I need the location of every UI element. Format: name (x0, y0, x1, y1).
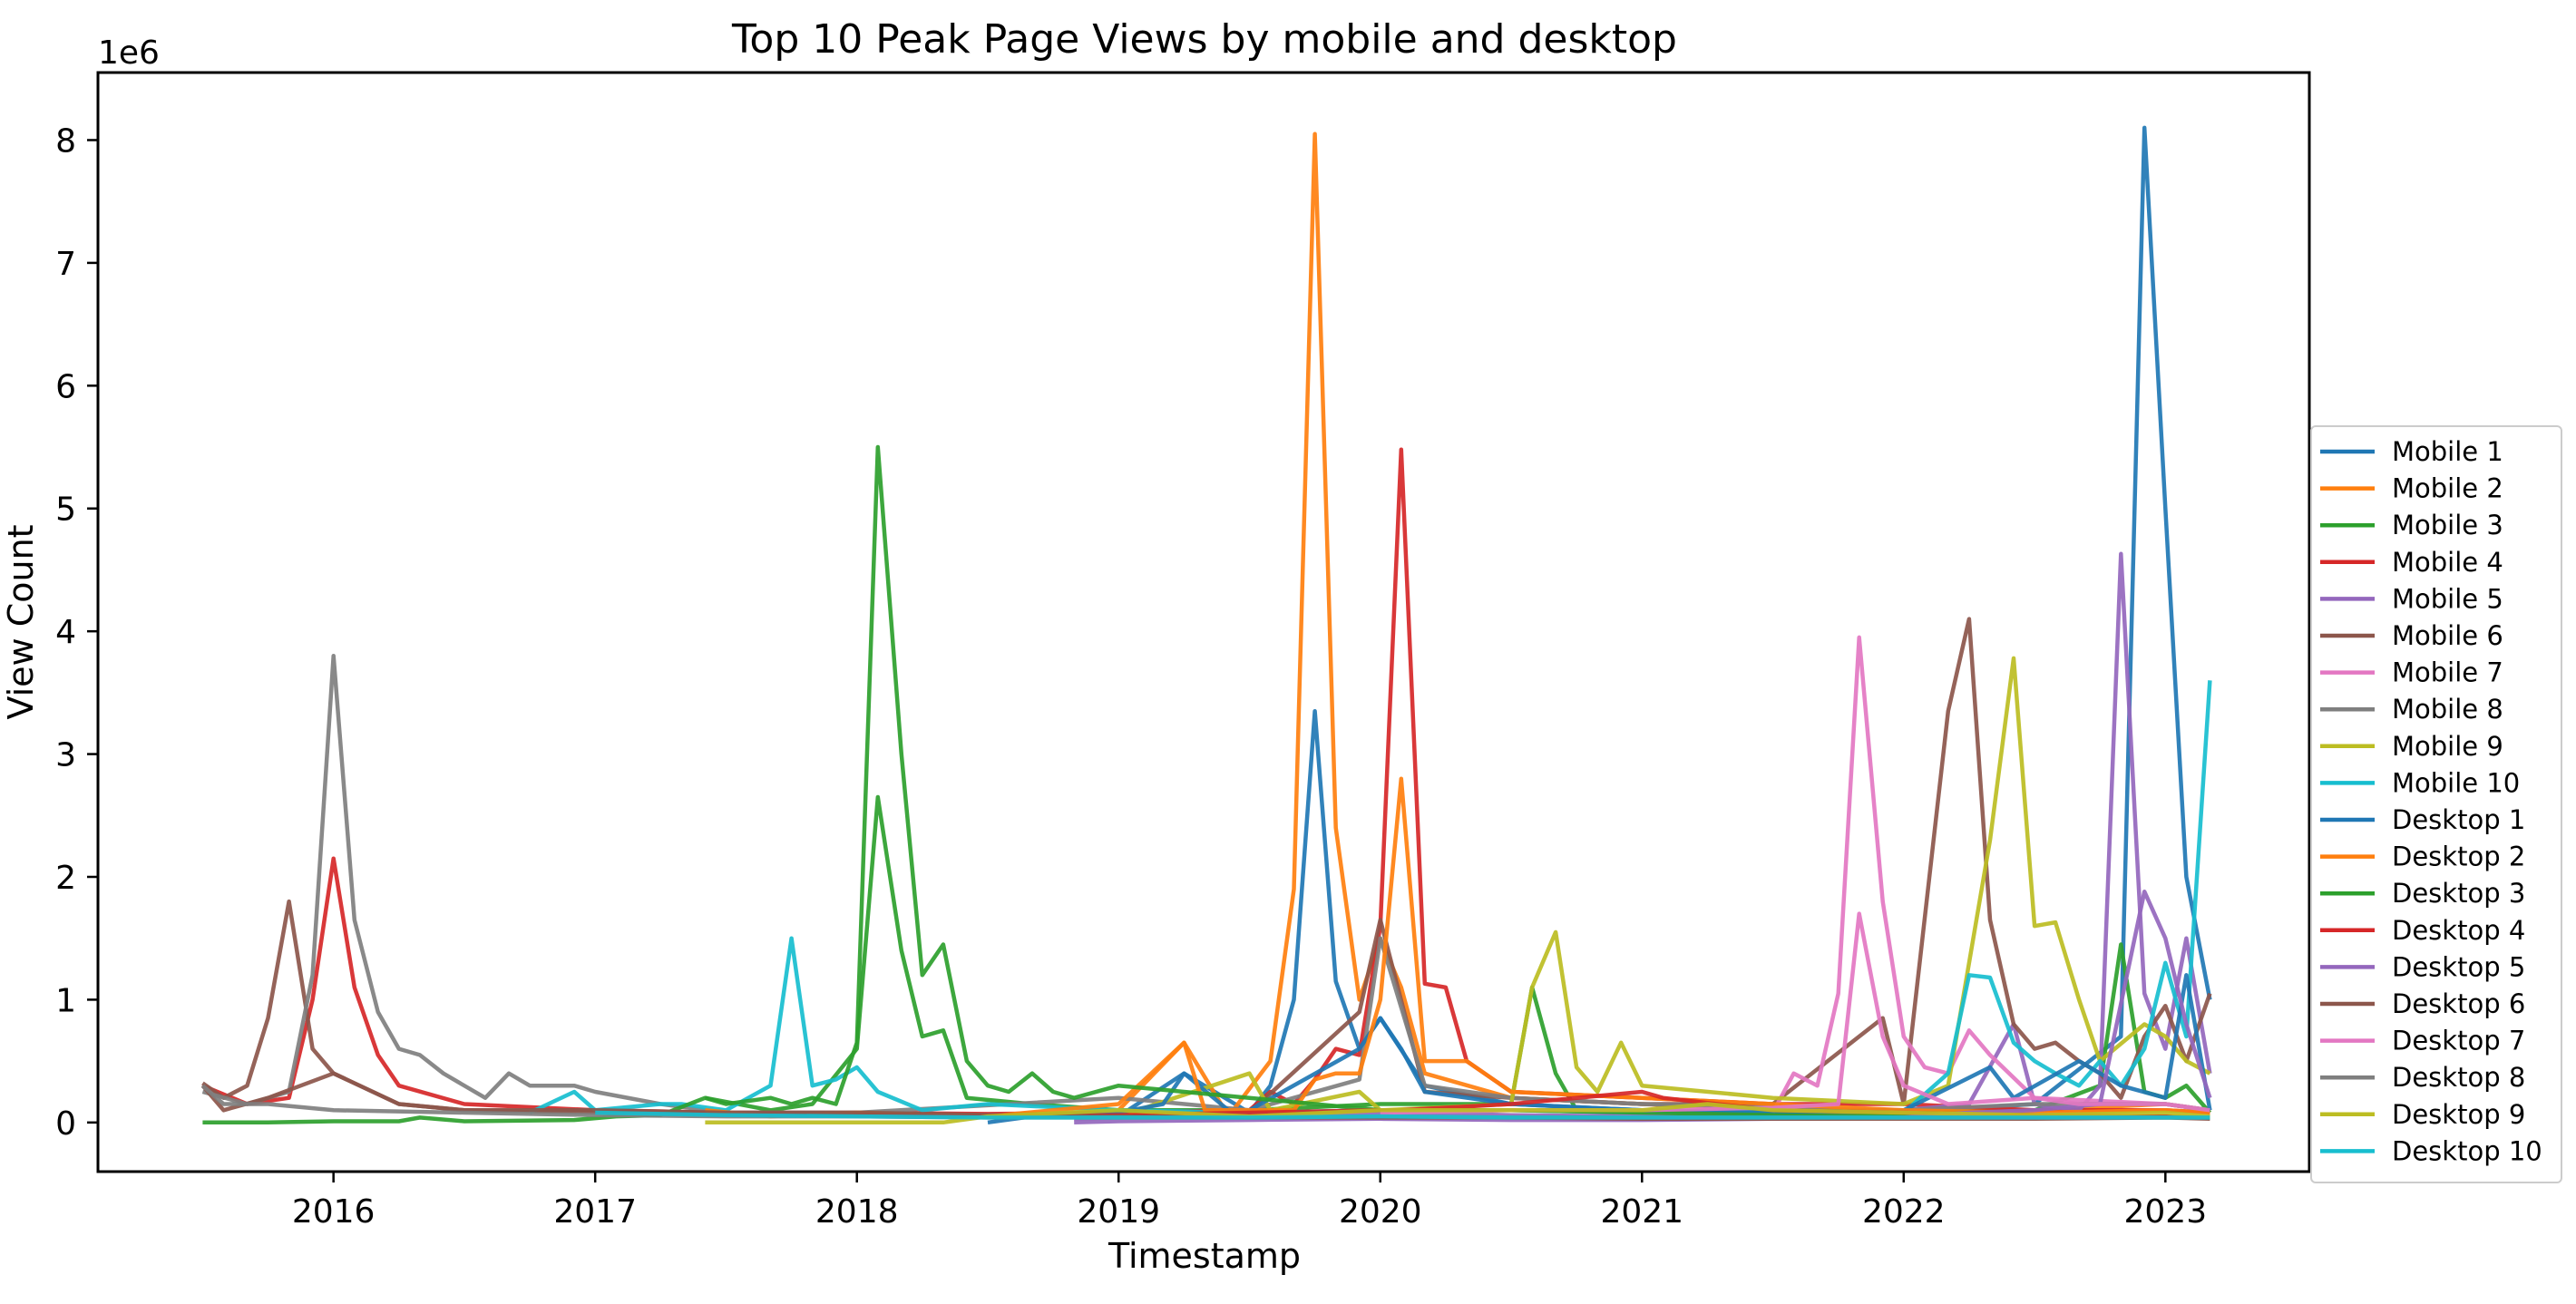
series-line-mobile-2 (1117, 131, 2210, 1119)
legend-label: Mobile 2 (2392, 473, 2503, 504)
series-line-mobile-8 (201, 653, 2210, 1115)
y-tick-label: 5 (55, 491, 76, 529)
series-line-mobile-5 (1074, 551, 2212, 1122)
y-tick-label: 0 (55, 1105, 76, 1143)
series-line-mobile-4 (201, 447, 2210, 1116)
x-axis-label: Timestamp (1107, 1236, 1301, 1276)
legend-label: Mobile 9 (2392, 731, 2503, 762)
x-tick-label: 2021 (1600, 1193, 1683, 1231)
y-tick-label: 3 (55, 737, 76, 774)
x-tick-label: 2022 (1862, 1193, 1946, 1231)
legend-label: Mobile 6 (2392, 620, 2503, 651)
y-tick-label: 6 (55, 368, 76, 405)
y-axis-multiplier: 1e6 (98, 34, 160, 72)
x-tick-label: 2023 (2124, 1193, 2208, 1231)
x-tick-label: 2019 (1077, 1193, 1160, 1231)
y-tick-label: 8 (55, 122, 76, 160)
legend-label: Desktop 2 (2392, 842, 2525, 872)
legend-label: Desktop 10 (2392, 1135, 2542, 1166)
series-line-desktop-1 (987, 973, 2212, 1125)
legend-label: Desktop 3 (2392, 878, 2525, 909)
chart-title: Top 10 Peak Page Views by mobile and des… (731, 16, 1677, 63)
series-layer (200, 125, 2212, 1125)
legend-label: Mobile 4 (2392, 547, 2503, 578)
legend-label: Desktop 5 (2392, 951, 2525, 982)
y-tick-label: 1 (55, 982, 76, 1019)
series-line-desktop-10 (595, 1110, 2210, 1120)
legend-label: Mobile 8 (2392, 694, 2503, 725)
y-tick-label: 7 (55, 246, 76, 283)
plot-frame (96, 71, 2311, 1173)
y-tick-label: 2 (55, 860, 76, 897)
legend-label: Desktop 8 (2392, 1062, 2525, 1093)
legend-label: Desktop 1 (2392, 804, 2525, 835)
legend-label: Mobile 1 (2392, 436, 2503, 467)
y-tick-label: 4 (55, 614, 76, 651)
legend-label: Mobile 7 (2392, 657, 2503, 688)
legend-label: Desktop 6 (2392, 988, 2525, 1019)
x-axis: 2016 2017 2018 2019 2020 2021 2022 2023 (292, 1172, 2207, 1231)
y-axis-label: View Count (1, 524, 41, 719)
legend-label: Desktop 4 (2392, 915, 2525, 946)
legend-frame (2310, 425, 2562, 1183)
series-line-mobile-10 (529, 680, 2212, 1115)
legend: Mobile 1 Mobile 2 Mobile 3 Mobile 4 Mobile 5… (2310, 425, 2562, 1183)
x-tick-label: 2017 (553, 1193, 637, 1231)
x-tick-label: 2018 (815, 1193, 899, 1231)
legend-label: Mobile 10 (2392, 767, 2520, 798)
legend-label: Desktop 9 (2392, 1099, 2525, 1130)
legend-label: Mobile 3 (2392, 510, 2503, 540)
x-tick-label: 2020 (1339, 1193, 1422, 1231)
series-line-desktop-3 (202, 444, 2210, 1125)
x-tick-label: 2016 (292, 1193, 376, 1231)
series-line-desktop-9 (705, 1102, 2210, 1125)
y-axis: 0 1 2 3 4 5 6 7 8 (55, 122, 98, 1143)
legend-label: Desktop 7 (2392, 1026, 2525, 1056)
legend-label: Mobile 5 (2392, 583, 2503, 614)
